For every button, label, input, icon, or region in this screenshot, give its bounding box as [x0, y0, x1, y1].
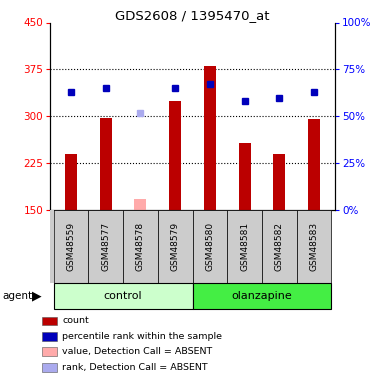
Text: GSM48579: GSM48579 [171, 222, 180, 271]
Bar [50, 210, 54, 283]
Bar [134, 199, 146, 210]
Text: count: count [62, 316, 89, 326]
Text: rank, Detection Call = ABSENT: rank, Detection Call = ABSENT [62, 363, 208, 372]
Bar [192, 283, 331, 309]
Text: olanzapine: olanzapine [232, 291, 292, 301]
Bar [42, 363, 57, 372]
Text: GSM48578: GSM48578 [136, 222, 145, 271]
Text: GSM48577: GSM48577 [101, 222, 110, 271]
Text: GSM48581: GSM48581 [240, 222, 249, 271]
Bar [204, 66, 216, 210]
Text: GSM48583: GSM48583 [310, 222, 319, 271]
Text: GSM48559: GSM48559 [66, 222, 75, 271]
Text: value, Detection Call = ABSENT: value, Detection Call = ABSENT [62, 347, 213, 356]
Bar [54, 283, 192, 309]
FancyBboxPatch shape [88, 210, 123, 283]
FancyBboxPatch shape [158, 210, 192, 283]
Text: GDS2608 / 1395470_at: GDS2608 / 1395470_at [115, 9, 270, 22]
Bar [65, 154, 77, 210]
Bar [100, 117, 112, 210]
Bar [169, 100, 181, 210]
Text: ▶: ▶ [32, 290, 42, 303]
FancyBboxPatch shape [227, 210, 262, 283]
Bar [42, 348, 57, 356]
FancyBboxPatch shape [192, 210, 227, 283]
Bar [273, 154, 285, 210]
Text: GSM48582: GSM48582 [275, 222, 284, 271]
Bar [239, 142, 251, 210]
Text: agent: agent [2, 291, 32, 301]
FancyBboxPatch shape [123, 210, 158, 283]
Bar [42, 332, 57, 340]
Text: percentile rank within the sample: percentile rank within the sample [62, 332, 222, 341]
FancyBboxPatch shape [297, 210, 331, 283]
Text: control: control [104, 291, 142, 301]
FancyBboxPatch shape [262, 210, 297, 283]
FancyBboxPatch shape [54, 210, 88, 283]
Bar [42, 316, 57, 325]
Bar [308, 119, 320, 210]
Text: GSM48580: GSM48580 [205, 222, 214, 271]
